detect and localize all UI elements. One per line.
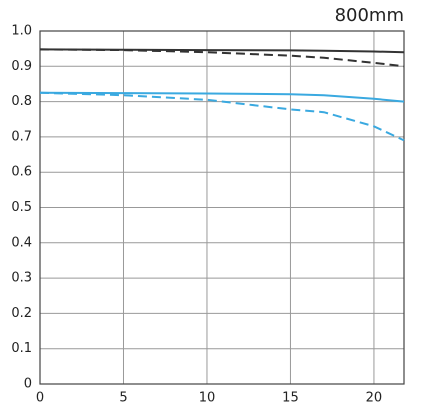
x-tick-label: 5 <box>119 391 127 406</box>
line-series <box>39 48 405 54</box>
y-tick-label: 1.0 <box>11 24 32 39</box>
chart-title: 800mm <box>335 5 404 26</box>
y-tick-label: 0.3 <box>11 271 32 286</box>
line-series <box>39 91 405 103</box>
x-tick-label: 0 <box>36 391 44 406</box>
x-tick-label: 10 <box>199 391 216 406</box>
y-tick-label: 0 <box>24 377 32 392</box>
y-tick-label: 0.1 <box>11 341 32 356</box>
y-tick-label: 0.2 <box>11 306 32 321</box>
y-tick-label: 0.8 <box>11 94 32 109</box>
y-tick-label: 0.5 <box>11 200 32 215</box>
x-tick-label: 15 <box>282 391 299 406</box>
x-tick-label: 20 <box>366 391 383 406</box>
y-tick-label: 0.7 <box>11 129 32 144</box>
line-series <box>39 91 405 142</box>
plot-frame <box>39 30 405 385</box>
y-tick-label: 0.9 <box>11 59 32 74</box>
y-tick-label: 0.6 <box>11 165 32 180</box>
y-tick-label: 0.4 <box>11 235 32 250</box>
